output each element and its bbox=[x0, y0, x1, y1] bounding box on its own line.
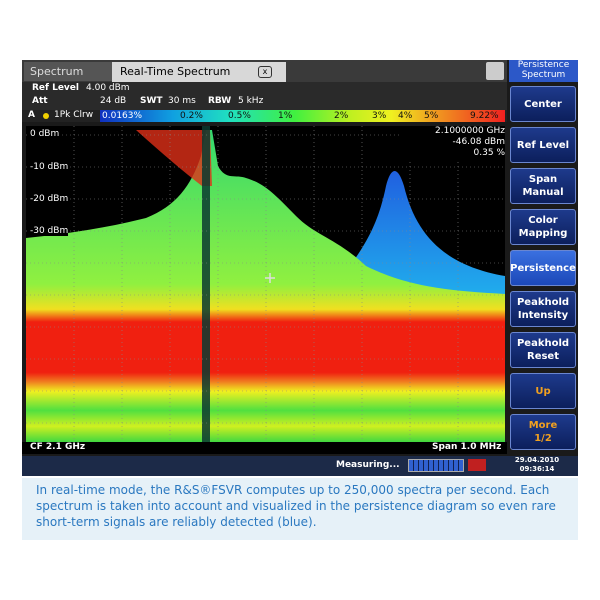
trace-id: A bbox=[28, 110, 35, 120]
scale-label: 9.22% bbox=[470, 111, 499, 121]
y-label: -20 dBm bbox=[30, 194, 69, 204]
value: 24 dB bbox=[100, 96, 127, 106]
footer-right: Span 1.0 MHz bbox=[432, 442, 502, 452]
softkey[interactable]: Persistence bbox=[510, 250, 576, 286]
softkey[interactable]: More 1/2 bbox=[510, 414, 576, 450]
menu-icon[interactable] bbox=[486, 62, 504, 80]
y-label: -30 dBm bbox=[30, 226, 69, 236]
softkey-label: Center bbox=[524, 98, 562, 110]
marker-box: 2.1000000 GHz -46.08 dBm 0.35 % bbox=[400, 126, 505, 160]
y-label: 0 dBm bbox=[30, 129, 60, 139]
cursor bbox=[265, 273, 275, 283]
marker-line: -46.08 dBm bbox=[452, 137, 505, 147]
scale-label: 3% bbox=[372, 111, 387, 121]
red-cap bbox=[136, 130, 212, 186]
softkey-label: Persistence bbox=[510, 262, 576, 274]
scale-label: 0.0163% bbox=[102, 111, 143, 121]
caption-box bbox=[22, 478, 578, 540]
caption: In real-time mode, the R&S®FSVR computes… bbox=[36, 483, 556, 529]
softkey-label: Peakhold bbox=[516, 297, 570, 308]
scale-label: 2% bbox=[334, 111, 349, 121]
softkey[interactable]: Peakhold Reset bbox=[510, 332, 576, 368]
label: Ref Level bbox=[32, 83, 79, 93]
softkey[interactable]: Ref Level bbox=[510, 127, 576, 163]
time: 09:36:14 bbox=[519, 465, 555, 473]
softkey-label: Up bbox=[535, 385, 551, 397]
header bbox=[22, 82, 507, 110]
panel-title: Persistence Spectrum bbox=[509, 60, 578, 82]
softkey-label: Span bbox=[528, 174, 558, 185]
footer-left: CF 2.1 GHz bbox=[30, 442, 86, 452]
persistence-plot bbox=[26, 126, 505, 442]
trace-label: 1Pk Clrw bbox=[54, 110, 94, 120]
close-icon[interactable]: x bbox=[258, 66, 272, 78]
label: SWT bbox=[140, 96, 163, 106]
status-message: Measuring... bbox=[336, 460, 400, 470]
tab-active[interactable]: Real-Time Spectrum bbox=[112, 62, 286, 82]
tab[interactable]: Spectrum bbox=[24, 62, 116, 81]
softkey-label: Mapping bbox=[518, 228, 568, 239]
marker-line: 0.35 % bbox=[473, 148, 505, 158]
grid bbox=[26, 126, 505, 442]
color-bar bbox=[100, 110, 505, 122]
marker-line: 2.1000000 GHz bbox=[435, 126, 505, 136]
status-bar bbox=[22, 456, 578, 476]
value: 4.00 dBm bbox=[86, 83, 130, 93]
date: 29.04.2010 bbox=[514, 456, 560, 464]
label: RBW bbox=[208, 96, 232, 106]
softkey[interactable]: Center bbox=[510, 86, 576, 122]
softkey-label: Intensity bbox=[517, 310, 569, 321]
softkey[interactable]: Color Mapping bbox=[510, 209, 576, 245]
trace-dot bbox=[43, 113, 49, 119]
progress-bar bbox=[408, 459, 464, 472]
carrier-line bbox=[202, 126, 210, 442]
softkey-label: Reset bbox=[527, 351, 559, 362]
label: Att bbox=[32, 96, 48, 106]
softkey[interactable]: Span Manual bbox=[510, 168, 576, 204]
y-label: -10 dBm bbox=[30, 162, 69, 172]
softkey[interactable]: Up bbox=[510, 373, 576, 409]
softkey-label: Color bbox=[528, 215, 558, 226]
softkey-label: More bbox=[528, 420, 558, 431]
value: 5 kHz bbox=[238, 96, 264, 106]
softkey-label: Ref Level bbox=[516, 139, 570, 151]
scale-label: 0.5% bbox=[228, 111, 251, 121]
scale-label: 0.2% bbox=[180, 111, 203, 121]
datetime: 29.04.2010 09:36:14 bbox=[512, 456, 562, 474]
footer bbox=[22, 442, 507, 454]
softkey[interactable]: Peakhold Intensity bbox=[510, 291, 576, 327]
persistence-body bbox=[26, 130, 505, 442]
status-icon bbox=[468, 459, 486, 471]
softkey-label: Peakhold bbox=[516, 338, 570, 349]
scale-label: 5% bbox=[424, 111, 439, 121]
softkey-label: Manual bbox=[522, 187, 564, 198]
value: 30 ms bbox=[168, 96, 196, 106]
softkey-label: 1/2 bbox=[534, 433, 552, 444]
scale-label: 4% bbox=[398, 111, 413, 121]
scale-label: 1% bbox=[278, 111, 293, 121]
